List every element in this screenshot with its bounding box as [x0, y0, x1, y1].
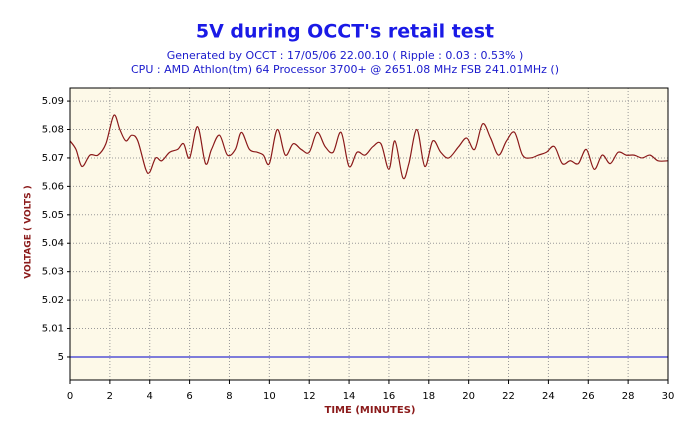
x-tick-label: 4: [147, 391, 153, 402]
x-tick-label: 18: [422, 391, 435, 402]
y-tick-label: 5.08: [42, 125, 64, 136]
y-tick-label: 5.05: [42, 210, 64, 221]
x-tick-label: 8: [226, 391, 232, 402]
x-tick-label: 28: [622, 391, 635, 402]
x-tick-label: 12: [303, 391, 316, 402]
x-tick-label: 22: [502, 391, 515, 402]
x-tick-label: 6: [186, 391, 192, 402]
subtitle: CPU : AMD Athlon(tm) 64 Processor 3700+ …: [131, 63, 559, 76]
y-tick-label: 5: [58, 352, 64, 363]
x-tick-label: 10: [263, 391, 276, 402]
x-tick-label: 24: [542, 391, 555, 402]
x-tick-label: 30: [662, 391, 675, 402]
y-tick-label: 5.07: [42, 153, 64, 164]
x-tick-label: 16: [383, 391, 396, 402]
data-line: [69, 114, 669, 180]
y-tick-label: 5.01: [42, 324, 64, 335]
x-tick-label: 0: [67, 391, 73, 402]
subtitle: Generated by OCCT : 17/05/06 22.00.10 ( …: [167, 49, 524, 62]
plot-frame: [69, 87, 669, 381]
x-tick-label: 14: [343, 391, 356, 402]
y-tick-label: 5.03: [42, 267, 64, 278]
plot-area: [70, 88, 668, 380]
y-tick-label: 5.06: [42, 181, 64, 192]
y-tick-label: 5.02: [42, 295, 64, 306]
chart-title: 5V during OCCT's retail test: [196, 21, 494, 43]
y-tick-label: 5.04: [42, 238, 64, 249]
x-tick-label: 26: [582, 391, 595, 402]
x-tick-label: 2: [107, 391, 113, 402]
y-tick-label: 5.09: [42, 96, 64, 107]
x-axis-label: TIME (MINUTES): [325, 405, 416, 416]
y-axis-label: VOLTAGE ( VOLTS ): [24, 185, 34, 279]
x-tick-label: 20: [462, 391, 475, 402]
